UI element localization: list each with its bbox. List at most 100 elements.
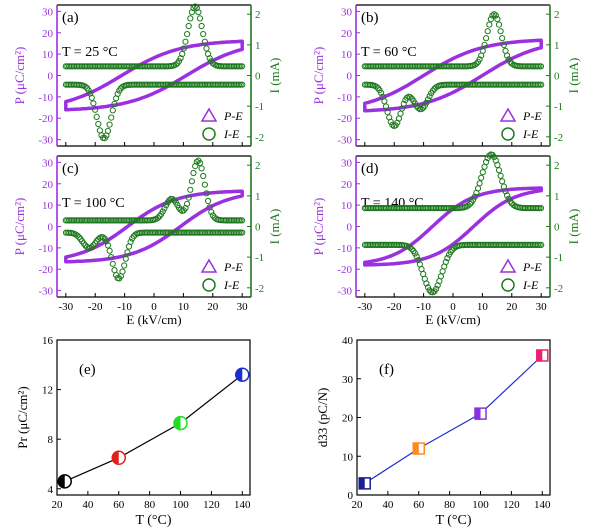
ie-point (424, 96, 432, 103)
ie-point (415, 257, 422, 264)
ie-point (180, 45, 187, 52)
ie-point (106, 121, 113, 128)
ie-point (124, 249, 131, 256)
left-tick-label: -30 (337, 286, 352, 298)
left-tick-label: 10 (341, 49, 353, 61)
ie-point (87, 90, 94, 97)
right-tick-label: -1 (554, 252, 563, 264)
y-tick-label: 10 (342, 451, 354, 463)
ie-point (161, 205, 168, 212)
ie-point (494, 161, 501, 169)
ie-point (439, 268, 446, 275)
ie-point (389, 121, 396, 129)
right-tick-label: 0 (255, 71, 261, 83)
legend-pe: P-E (223, 260, 243, 274)
right-tick-label: 0 (255, 222, 261, 234)
ie-point (203, 190, 210, 197)
left-tick-label: 30 (42, 157, 54, 169)
ie-point (487, 16, 494, 23)
ie-point (386, 114, 393, 121)
ie-point (172, 61, 179, 68)
ie-point (473, 60, 480, 67)
panel-label: (b) (361, 10, 379, 26)
ie-point (444, 254, 451, 262)
y-axis-label: Pr (μC/cm²) (15, 386, 30, 449)
right-axis-label: I (mA) (566, 209, 581, 245)
left-tick-label: -10 (337, 92, 352, 104)
ie-point (184, 30, 191, 38)
left-tick-label: 30 (341, 6, 353, 18)
ie-point (116, 87, 123, 94)
panel-label: (f) (379, 362, 394, 378)
x-tick-label: -30 (58, 301, 73, 313)
right-axis-label: I (mA) (267, 209, 282, 245)
ie-point (201, 181, 208, 188)
ie-point (397, 110, 404, 117)
series-line (364, 355, 543, 484)
ie-point (109, 107, 116, 114)
legend-pe: P-E (223, 109, 243, 123)
ie-point (428, 90, 435, 97)
left-tick-label: 10 (42, 49, 54, 61)
legend-ie: I-E (522, 127, 539, 141)
ie-point (62, 229, 70, 236)
x-tick-label: 0 (151, 301, 157, 313)
ie-point (402, 97, 409, 104)
ie-point (203, 45, 210, 52)
ie-point (494, 16, 501, 23)
series-line (64, 374, 243, 482)
x-axis-label: T (°C) (135, 513, 171, 528)
legend-ie: I-E (223, 127, 240, 141)
ie-point (537, 63, 545, 70)
x-tick-label: 120 (203, 499, 220, 511)
temperature-label: T = 100 °C (62, 196, 125, 211)
legend-circle-icon (202, 127, 216, 141)
data-point-fill (359, 477, 365, 489)
right-tick-label: -1 (255, 252, 264, 264)
chart-e: 20 40 60 80 100 120 140 4 8 12 16 T (°C) Pr (μC/cm²)… (15, 335, 251, 528)
ie-point (121, 262, 128, 269)
legend-triangle-icon (499, 107, 517, 122)
x-tick-label: 80 (444, 499, 456, 511)
ie-point (111, 267, 118, 274)
ie-point (74, 232, 81, 239)
ie-point (504, 52, 511, 59)
ie-point (379, 93, 386, 100)
x-tick-label: 120 (503, 499, 520, 511)
ie-point (108, 254, 115, 261)
right-tick-label: 0 (554, 222, 560, 234)
data-point-fill (174, 416, 181, 430)
panel-label: (a) (62, 10, 79, 26)
ie-point (470, 196, 477, 203)
right-tick-label: -2 (554, 283, 563, 295)
left-tick-label: 30 (341, 157, 353, 169)
ie-point (190, 169, 197, 177)
ie-point (484, 28, 491, 35)
temperature-label: T = 25 °C (62, 45, 118, 60)
right-tick-label: 2 (554, 9, 560, 21)
right-tick-label: 2 (255, 160, 261, 172)
panel-label: (c) (62, 161, 79, 177)
ie-point (104, 242, 112, 249)
ie-point (200, 30, 207, 38)
x-tick-label: -10 (117, 301, 132, 313)
ie-point (179, 50, 186, 58)
x-tick-label: 100 (172, 499, 189, 511)
right-axis-label: I (mA) (566, 58, 581, 94)
ie-point (77, 235, 84, 243)
x-tick-label: -20 (88, 301, 103, 313)
legend-pe: P-E (522, 109, 542, 123)
ie-point (504, 192, 511, 199)
ie-point (93, 113, 100, 121)
temperature-label: T = 60 °C (361, 45, 417, 60)
ie-point (96, 234, 104, 241)
ie-point (208, 209, 215, 216)
ie-point (510, 201, 517, 209)
left-tick-label: -20 (38, 113, 53, 125)
x-tick-label: 40 (382, 499, 394, 511)
ie-point (450, 245, 457, 252)
ie-point (395, 115, 402, 122)
right-tick-label: 1 (255, 191, 261, 203)
